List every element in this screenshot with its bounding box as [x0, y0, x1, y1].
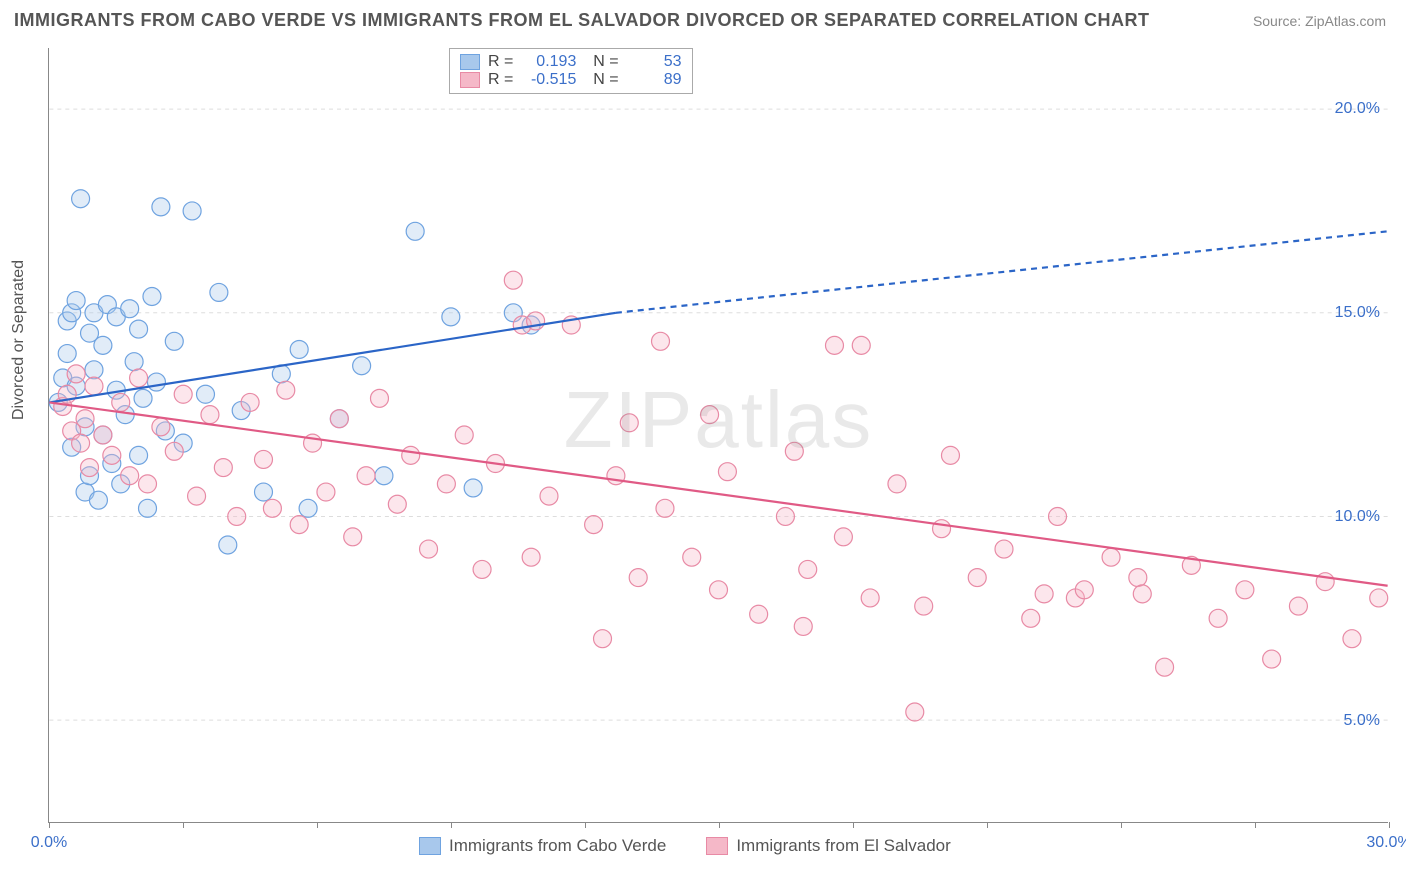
swatch-cabo-verde	[419, 837, 441, 855]
xtick-mark	[1121, 822, 1122, 828]
xtick-mark	[183, 822, 184, 828]
xtick-mark	[853, 822, 854, 828]
xtick-mark	[585, 822, 586, 828]
n-label: N =	[584, 71, 618, 89]
xtick-label: 0.0%	[31, 834, 67, 852]
ytick-label: 10.0%	[1335, 508, 1380, 526]
xtick-label: 30.0%	[1366, 834, 1406, 852]
r-label: R =	[488, 71, 513, 89]
xtick-mark	[1389, 822, 1390, 828]
legend-label-el-salvador: Immigrants from El Salvador	[736, 836, 950, 856]
y-axis-label: Divorced or Separated	[10, 260, 28, 420]
source-label: Source: ZipAtlas.com	[1253, 13, 1386, 29]
swatch-el-salvador	[460, 72, 480, 88]
legend-item-cabo-verde: Immigrants from Cabo Verde	[419, 836, 666, 856]
legend-row-cabo-verde: R = 0.193 N = 53	[460, 53, 682, 71]
xtick-mark	[1255, 822, 1256, 828]
chart-title: IMMIGRANTS FROM CABO VERDE VS IMMIGRANTS…	[14, 10, 1150, 31]
series-legend: Immigrants from Cabo Verde Immigrants fr…	[419, 836, 951, 856]
xtick-mark	[49, 822, 50, 828]
xtick-mark	[987, 822, 988, 828]
n-label: N =	[584, 53, 618, 71]
legend-item-el-salvador: Immigrants from El Salvador	[706, 836, 950, 856]
legend-row-el-salvador: R = -0.515 N = 89	[460, 71, 682, 89]
ytick-label: 20.0%	[1335, 100, 1380, 118]
correlation-legend: R = 0.193 N = 53 R = -0.515 N = 89	[449, 48, 693, 94]
n-value-cabo-verde: 53	[627, 53, 682, 71]
r-value-el-salvador: -0.515	[521, 71, 576, 89]
swatch-el-salvador	[706, 837, 728, 855]
ytick-label: 5.0%	[1344, 712, 1380, 730]
r-label: R =	[488, 53, 513, 71]
n-value-el-salvador: 89	[627, 71, 682, 89]
chart-plot-area: ZIPatlas R = 0.193 N = 53 R = -0.515 N =…	[48, 48, 1388, 823]
legend-label-cabo-verde: Immigrants from Cabo Verde	[449, 836, 666, 856]
swatch-cabo-verde	[460, 54, 480, 70]
xtick-mark	[451, 822, 452, 828]
r-value-cabo-verde: 0.193	[521, 53, 576, 71]
xtick-mark	[719, 822, 720, 828]
xtick-mark	[317, 822, 318, 828]
ytick-label: 15.0%	[1335, 304, 1380, 322]
scatter-svg	[49, 48, 1388, 822]
